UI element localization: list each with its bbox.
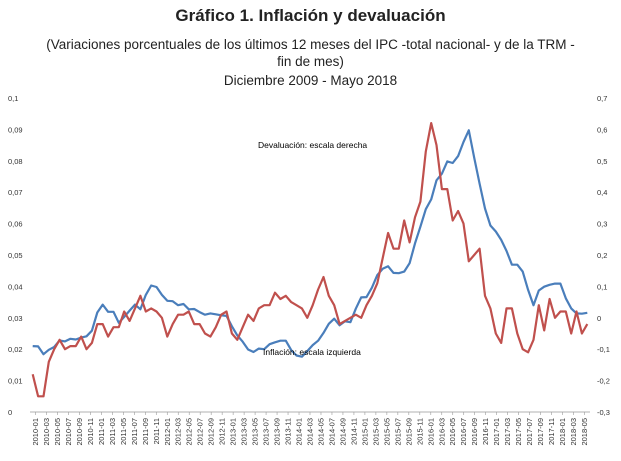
x-tick-label: 2015-11: [415, 418, 424, 445]
right-tick-label: -0,3: [597, 408, 610, 417]
x-tick-label: 2015-07: [393, 418, 402, 446]
annotation-inflacion: Inflación: escala izquierda: [263, 347, 361, 357]
x-tick-label: 2012-01: [163, 418, 172, 446]
x-tick-label: 2011-07: [130, 418, 139, 445]
left-tick-label: 0,04: [8, 282, 23, 291]
left-tick-label: 0,03: [8, 314, 23, 323]
x-tick-label: 2010-07: [64, 418, 73, 446]
x-tick-label: 2013-05: [251, 418, 260, 446]
x-tick-label: 2017-05: [514, 418, 523, 446]
x-tick-label: 2013-09: [273, 418, 282, 446]
x-tick-label: 2014-03: [306, 418, 315, 446]
left-tick-label: 0,1: [8, 94, 18, 103]
x-tick-label: 2012-11: [218, 418, 227, 445]
left-tick-label: 0,08: [8, 157, 23, 166]
x-tick-label: 2010-09: [75, 418, 84, 446]
left-tick-label: 0,02: [8, 345, 23, 354]
series-layer: [31, 121, 589, 398]
x-tick-label: 2015-01: [360, 418, 369, 446]
series-line-devaluacin: [31, 121, 589, 398]
x-tick-label: 2017-03: [503, 418, 512, 446]
left-tick-label: 0,01: [8, 377, 23, 386]
left-tick-label: 0,09: [8, 125, 23, 134]
x-tick-label: 2018-03: [569, 418, 578, 446]
right-axis: -0,3 -0,2 -0,1 0 0,1 0,2 0,3 0,4 0,5 0,6 0,7: [597, 94, 610, 417]
x-tick-label: 2011-05: [119, 418, 128, 445]
x-tick-label: 2016-05: [448, 418, 457, 446]
left-tick-label: 0: [8, 408, 12, 417]
right-tick-label: 0,5: [597, 157, 607, 166]
x-tick-label: 2010-01: [31, 418, 40, 446]
right-tick-label: 0,4: [597, 188, 607, 197]
x-tick-label: 2016-09: [470, 418, 479, 446]
x-tick-label: 2015-03: [371, 418, 380, 446]
x-tick-label: 2017-11: [547, 418, 556, 445]
right-tick-label: 0,7: [597, 94, 607, 103]
x-tick-label: 2014-11: [349, 418, 358, 445]
x-tick-label: 2012-09: [207, 418, 216, 446]
right-tick-label: 0: [597, 314, 601, 323]
right-tick-label: -0,2: [597, 377, 610, 386]
left-tick-label: 0,05: [8, 251, 23, 260]
x-tick-label: 2016-07: [459, 418, 468, 446]
right-tick-label: 0,3: [597, 220, 607, 229]
x-tick-label: 2011-01: [97, 418, 106, 445]
chart-title: Gráfico 1. Inflación y devaluación: [175, 6, 446, 25]
chart-subtitle: (Variaciones porcentuales de los últimos…: [46, 37, 575, 69]
x-tick-label: 2010-11: [86, 418, 95, 445]
series-line-inflacin: [32, 129, 588, 358]
x-tick-label: 2016-11: [481, 418, 490, 445]
x-tick-label: 2012-07: [196, 418, 205, 446]
left-tick-label: 0,07: [8, 188, 23, 197]
x-tick-label: 2011-09: [141, 418, 150, 445]
x-tick-label: 2017-07: [525, 418, 534, 446]
chart-date-range: Diciembre 2009 - Mayo 2018: [223, 73, 398, 88]
x-tick-label: 2011-11: [152, 418, 161, 444]
left-tick-label: 0,06: [8, 220, 23, 229]
x-tick-label: 2012-05: [185, 418, 194, 446]
x-tick-label: 2018-01: [558, 418, 567, 446]
x-tick-label: 2017-09: [536, 418, 545, 446]
x-tick-label: 2017-01: [492, 418, 501, 446]
x-axis: 2010-01 2010-03 2010-05 2010-07 2010-09 2010-…: [31, 412, 589, 446]
x-tick-label: 2014-01: [295, 418, 304, 446]
x-tick-label: 2013-07: [262, 418, 271, 446]
right-tick-label: -0,1: [597, 345, 610, 354]
x-tick-label: 2013-11: [284, 418, 293, 445]
right-tick-label: 0,6: [597, 125, 607, 134]
x-tick-label: 2018-05: [580, 418, 589, 446]
x-tick-label: 2016-03: [437, 418, 446, 446]
x-tick-label: 2013-03: [240, 418, 249, 446]
right-tick-label: 0,2: [597, 251, 607, 260]
x-tick-label: 2014-07: [327, 418, 336, 446]
x-tick-label: 2014-09: [338, 418, 347, 446]
x-tick-label: 2016-01: [426, 418, 435, 446]
x-tick-label: 2012-03: [174, 418, 183, 446]
x-tick-label: 2015-09: [404, 418, 413, 446]
x-tick-label: 2010-05: [53, 418, 62, 446]
left-axis: 0 0,01 0,02 0,03 0,04 0,05 0,06 0,07 0,08 0,09 0,1: [8, 94, 23, 417]
x-tick-label: 2011-03: [108, 418, 117, 445]
right-tick-label: 0,1: [597, 282, 607, 291]
x-tick-label: 2013-01: [229, 418, 238, 446]
x-tick-label: 2014-05: [316, 418, 325, 446]
annotation-devaluacion: Devaluación: escala derecha: [258, 140, 367, 150]
x-tick-label: 2015-05: [382, 418, 391, 446]
x-tick-label: 2010-03: [42, 418, 51, 446]
